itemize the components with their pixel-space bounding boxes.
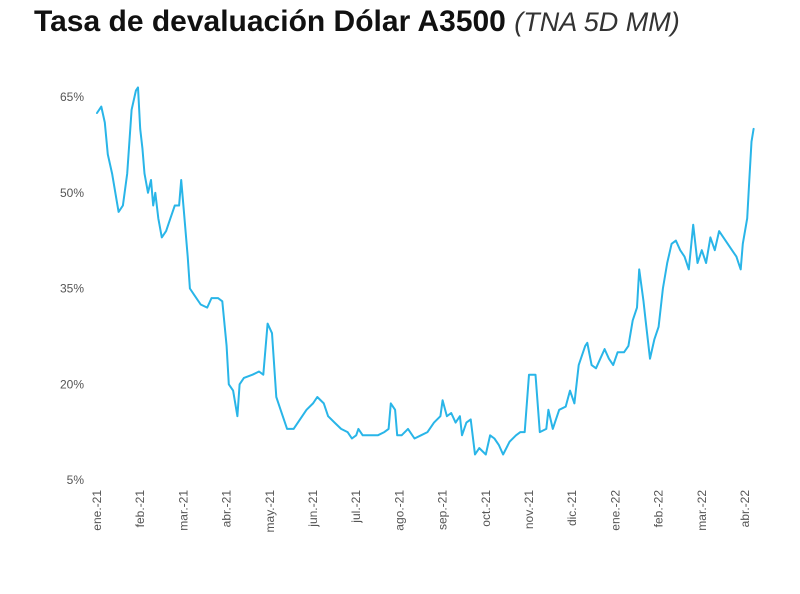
x-tick-label: mar.-22 (695, 490, 709, 531)
x-tick-label: jul.-21 (349, 490, 363, 524)
x-tick-label: oct.-21 (479, 490, 493, 527)
chart-title-main: Tasa de devaluación Dólar A3500 (34, 5, 506, 38)
x-tick-label: jun.-21 (306, 490, 320, 528)
x-tick-label: may.-21 (263, 490, 277, 533)
x-tick-label: feb.-22 (652, 490, 666, 528)
x-tick-label: ene.-22 (608, 490, 622, 531)
chart-title: Tasa de devaluación Dólar A3500 (TNA 5D … (34, 2, 680, 42)
x-axis: ene.-21 feb.-21 mar.-21 abr.-21 may.-21 jun.-… (90, 490, 752, 533)
x-tick-label: abr.-22 (738, 490, 752, 528)
x-tick-label: ago.-21 (392, 490, 406, 531)
x-tick-label: sep.-21 (436, 490, 450, 530)
y-tick-label: 65% (60, 90, 84, 104)
y-tick-label: 20% (60, 377, 84, 391)
x-tick-label: dic.-21 (565, 490, 579, 526)
y-tick-label: 5% (67, 473, 85, 487)
x-tick-label: feb.-21 (133, 490, 147, 528)
series-line (96, 86, 755, 456)
y-axis: 5% 20% 35% 50% 65% (60, 90, 84, 487)
plot-area (96, 86, 755, 456)
x-tick-label: nov.-21 (522, 490, 536, 529)
x-tick-label: abr.-21 (220, 490, 234, 528)
chart-subtitle: (TNA 5D MM) (514, 7, 680, 37)
x-tick-label: mar.-21 (176, 490, 190, 531)
y-tick-label: 50% (60, 186, 84, 200)
x-tick-label: ene.-21 (90, 490, 104, 531)
y-tick-label: 35% (60, 282, 84, 296)
